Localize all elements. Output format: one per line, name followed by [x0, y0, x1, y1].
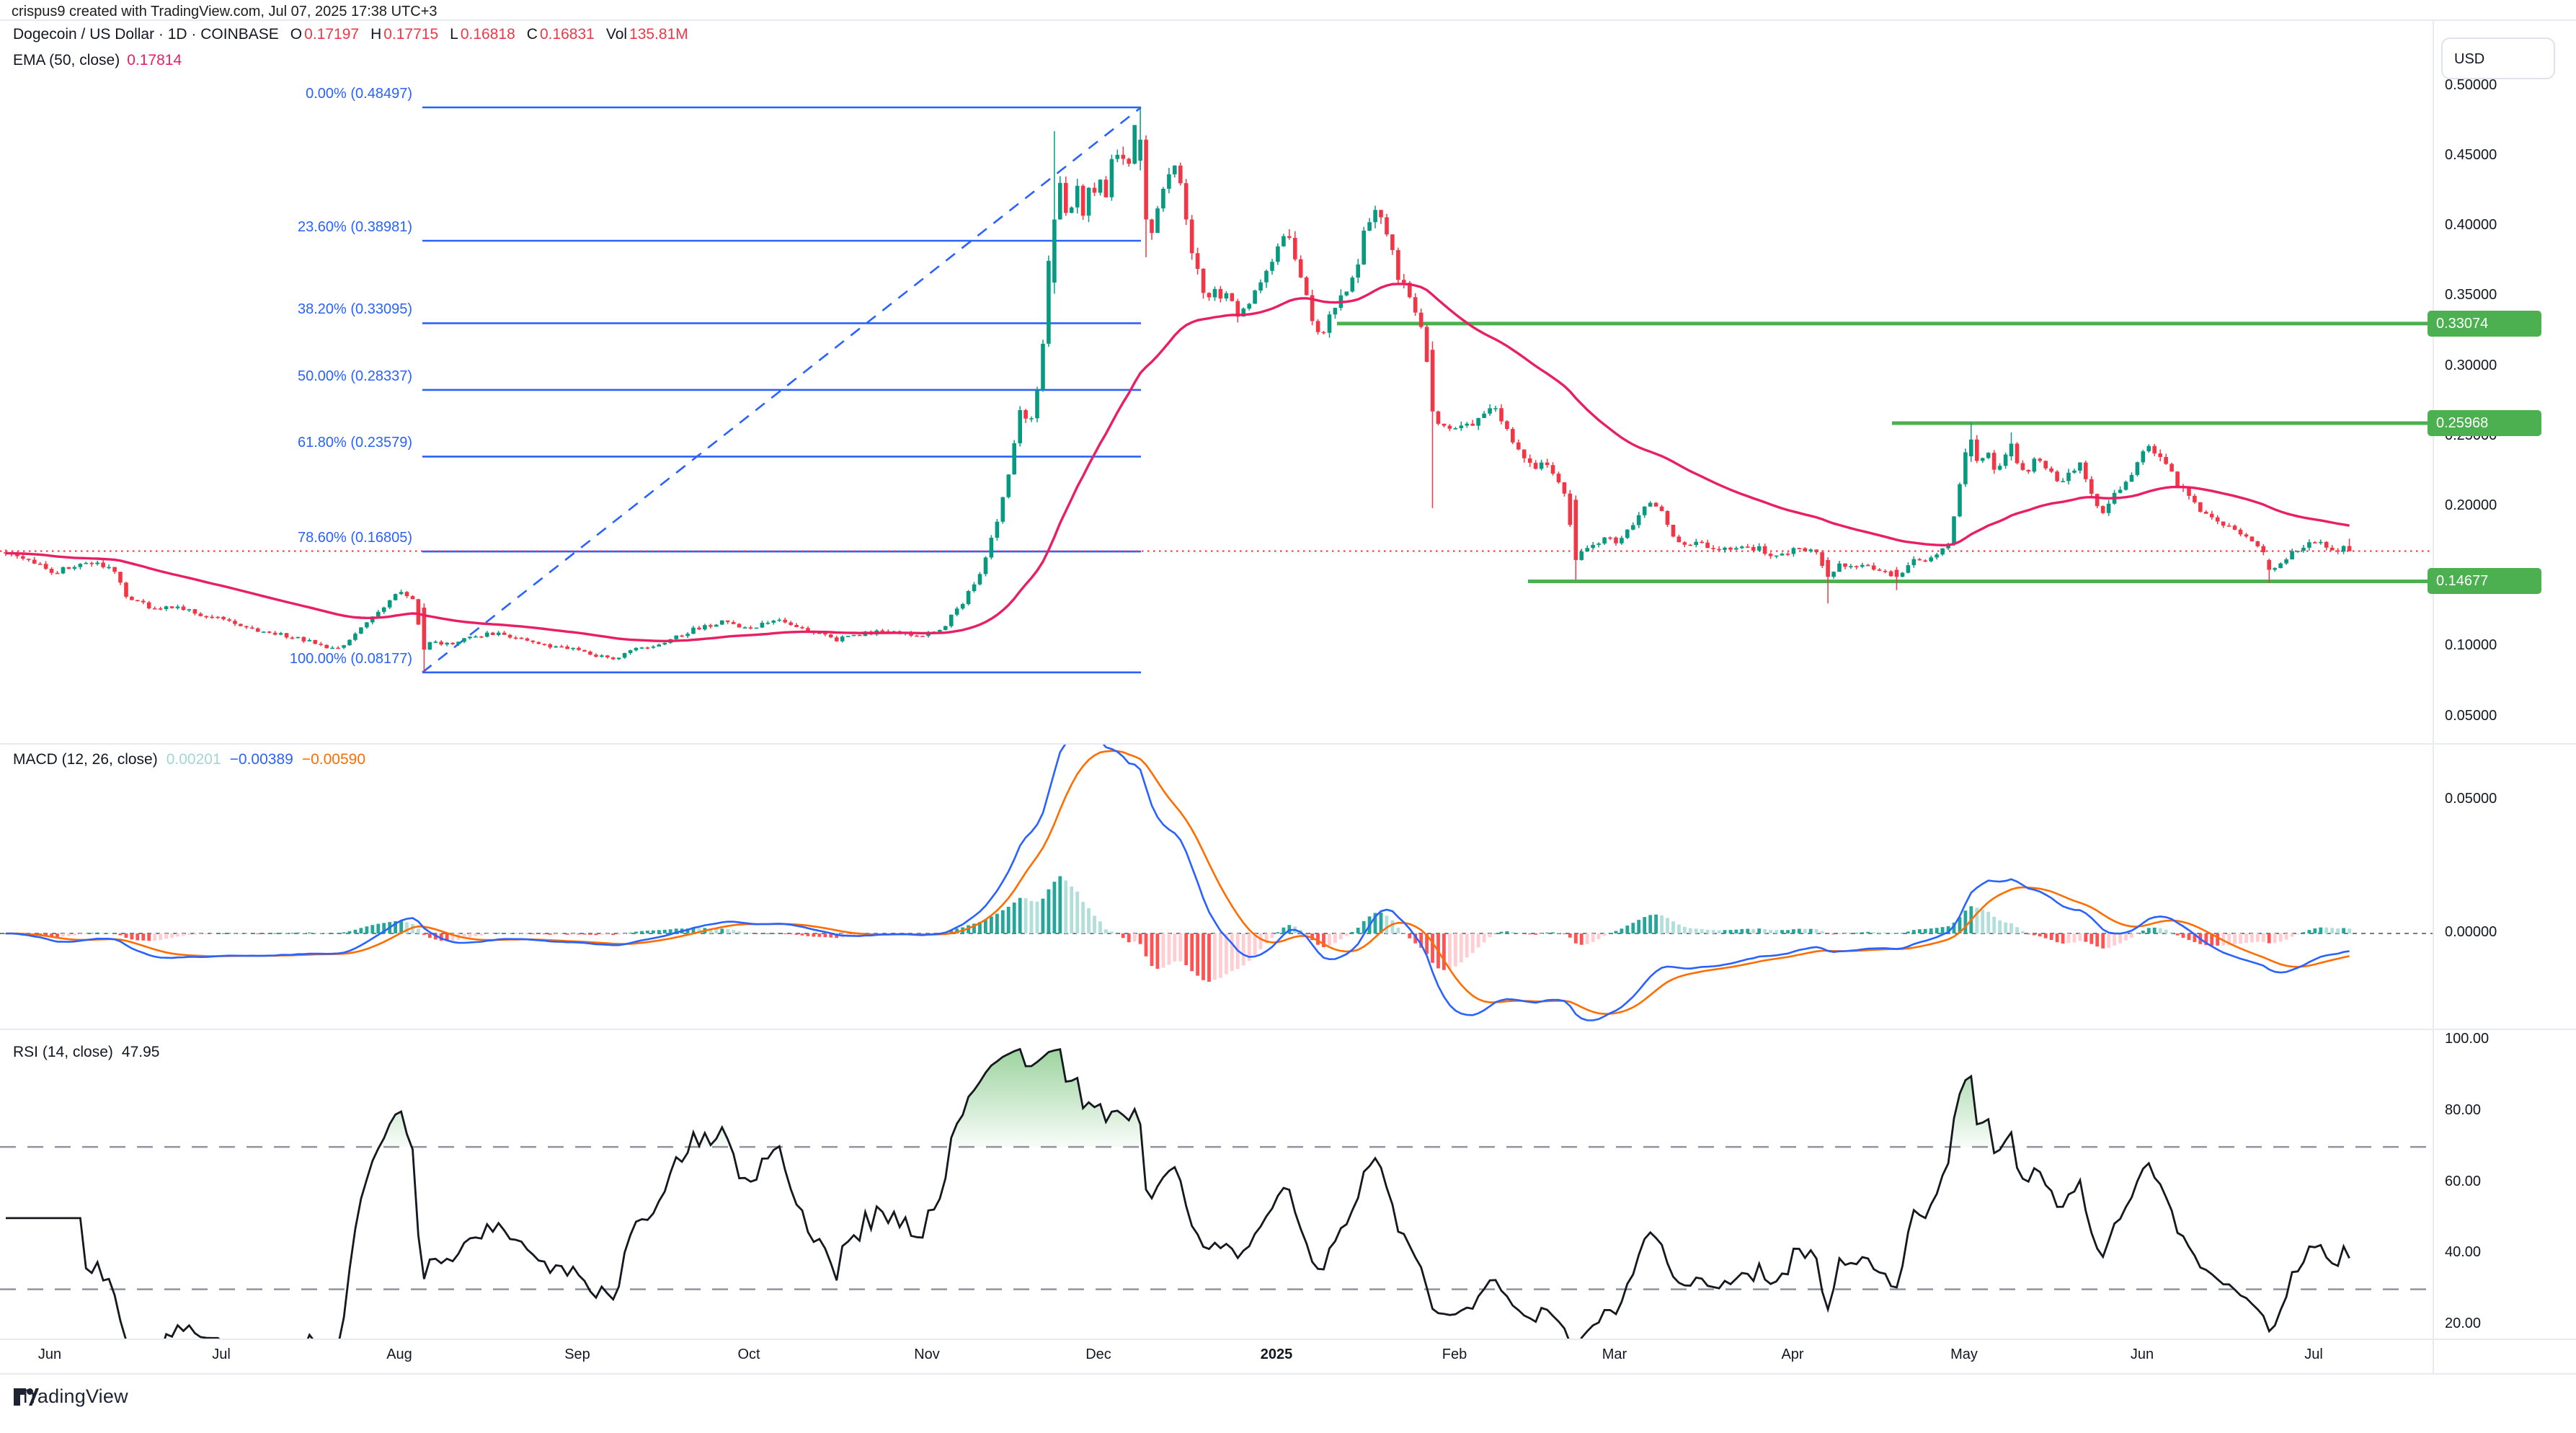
macd-line-value: −0.00389	[229, 751, 293, 768]
pane-separator	[0, 1339, 2576, 1340]
volume-key: Vol	[605, 26, 628, 43]
rsi-tick: 20.00	[2445, 1316, 2482, 1331]
price-tick: 0.35000	[2445, 287, 2497, 303]
month-label-Oct[interactable]: Oct	[737, 1347, 760, 1362]
month-label-Aug[interactable]: Aug	[386, 1347, 412, 1362]
macd-tick: 0.05000	[2445, 791, 2497, 807]
tradingview-mark-icon	[14, 1388, 39, 1406]
fib-label-78.60: 78.60% (0.16805)	[297, 530, 412, 546]
symbol-legend[interactable]: Dogecoin / US Dollar · 1D · COINBASE O 0.1…	[13, 26, 688, 43]
rsi-legend[interactable]: RSI (14, close) 47.95	[13, 1044, 159, 1061]
month-label-Apr[interactable]: Apr	[1781, 1347, 1804, 1362]
month-label-Dec[interactable]: Dec	[1085, 1347, 1111, 1362]
rsi-tick: 40.00	[2445, 1244, 2482, 1261]
ema-legend-title: EMA (50, close)	[13, 52, 120, 68]
pane-separator	[0, 1029, 2576, 1030]
rsi-legend-title: RSI (14, close)	[13, 1044, 113, 1060]
currency-button[interactable]: USD	[2441, 37, 2555, 79]
price-badge-0.14677: 0.14677	[2428, 568, 2541, 595]
price-badge-0.33074: 0.33074	[2428, 310, 2541, 337]
month-label-Nov[interactable]: Nov	[914, 1347, 940, 1362]
volume-value: 135.81M	[629, 26, 688, 43]
pane-separator	[0, 1373, 2576, 1375]
price-tick: 0.10000	[2445, 637, 2497, 654]
price-tick: 0.30000	[2445, 357, 2497, 373]
macd-pane[interactable]	[0, 744, 2433, 1029]
price-tick: 0.05000	[2445, 707, 2497, 724]
month-label-Mar[interactable]: Mar	[1602, 1347, 1627, 1362]
macd-tick: 0.00000	[2445, 924, 2497, 940]
fib-label-38.20: 38.20% (0.33095)	[297, 301, 412, 318]
close-value: 0.16831	[539, 26, 595, 43]
close-key: C	[526, 26, 538, 43]
macd-legend-title: MACD (12, 26, close)	[13, 751, 158, 768]
time-scale[interactable]	[0, 1339, 2433, 1374]
low-key: L	[450, 26, 458, 43]
price-tick: 0.20000	[2445, 497, 2497, 513]
rsi-pane[interactable]	[0, 1029, 2433, 1339]
price-tick: 0.45000	[2445, 146, 2497, 163]
month-label-Jul[interactable]: Jul	[2304, 1347, 2323, 1362]
fib-label-100.00: 100.00% (0.08177)	[289, 650, 412, 667]
low-value: 0.16818	[460, 26, 515, 43]
rsi-tick: 80.00	[2445, 1101, 2482, 1118]
ema-legend[interactable]: EMA (50, close) 0.17814	[13, 52, 182, 69]
tradingview-logo[interactable]: TradingView	[13, 1385, 128, 1408]
symbol-title: Dogecoin / US Dollar · 1D · COINBASE	[13, 26, 279, 43]
month-label-Jun[interactable]: Jun	[37, 1347, 62, 1362]
month-label-May[interactable]: May	[1950, 1347, 1978, 1362]
open-key: O	[290, 26, 303, 43]
price-scale-border	[2433, 20, 2434, 1374]
month-label-Jun[interactable]: Jun	[2130, 1347, 2154, 1362]
price-scale[interactable]	[2433, 20, 2576, 1374]
fib-label-0.00: 0.00% (0.48497)	[306, 86, 412, 102]
pane-separator	[0, 743, 2576, 745]
fib-label-23.60: 23.60% (0.38981)	[297, 218, 412, 235]
price-pane[interactable]	[0, 20, 2433, 744]
rsi-tick: 60.00	[2445, 1173, 2482, 1189]
macd-hist-value: 0.00201	[166, 751, 221, 768]
rsi-legend-value: 47.95	[121, 1044, 160, 1060]
price-tick: 0.40000	[2445, 217, 2497, 234]
ema-legend-value: 0.17814	[127, 52, 182, 68]
watermark-text: crispus9 created with TradingView.com, J…	[12, 4, 438, 19]
price-badge-0.25968: 0.25968	[2428, 409, 2541, 436]
macd-legend[interactable]: MACD (12, 26, close) 0.00201 −0.00389 −0.00…	[13, 751, 365, 768]
pane-separator	[0, 19, 2576, 21]
month-label-2025[interactable]: 2025	[1260, 1347, 1293, 1362]
high-key: H	[370, 26, 382, 43]
month-label-Jul[interactable]: Jul	[212, 1347, 231, 1362]
month-label-Feb[interactable]: Feb	[1442, 1347, 1467, 1362]
price-tick: 0.50000	[2445, 76, 2497, 93]
rsi-tick: 100.00	[2445, 1031, 2490, 1047]
high-value: 0.17715	[383, 26, 439, 43]
macd-signal-value: −0.00590	[301, 751, 366, 768]
fib-label-61.80: 61.80% (0.23579)	[297, 435, 412, 451]
open-value: 0.17197	[304, 26, 360, 43]
fib-label-50.00: 50.00% (0.28337)	[297, 368, 412, 384]
month-label-Sep[interactable]: Sep	[564, 1347, 590, 1362]
